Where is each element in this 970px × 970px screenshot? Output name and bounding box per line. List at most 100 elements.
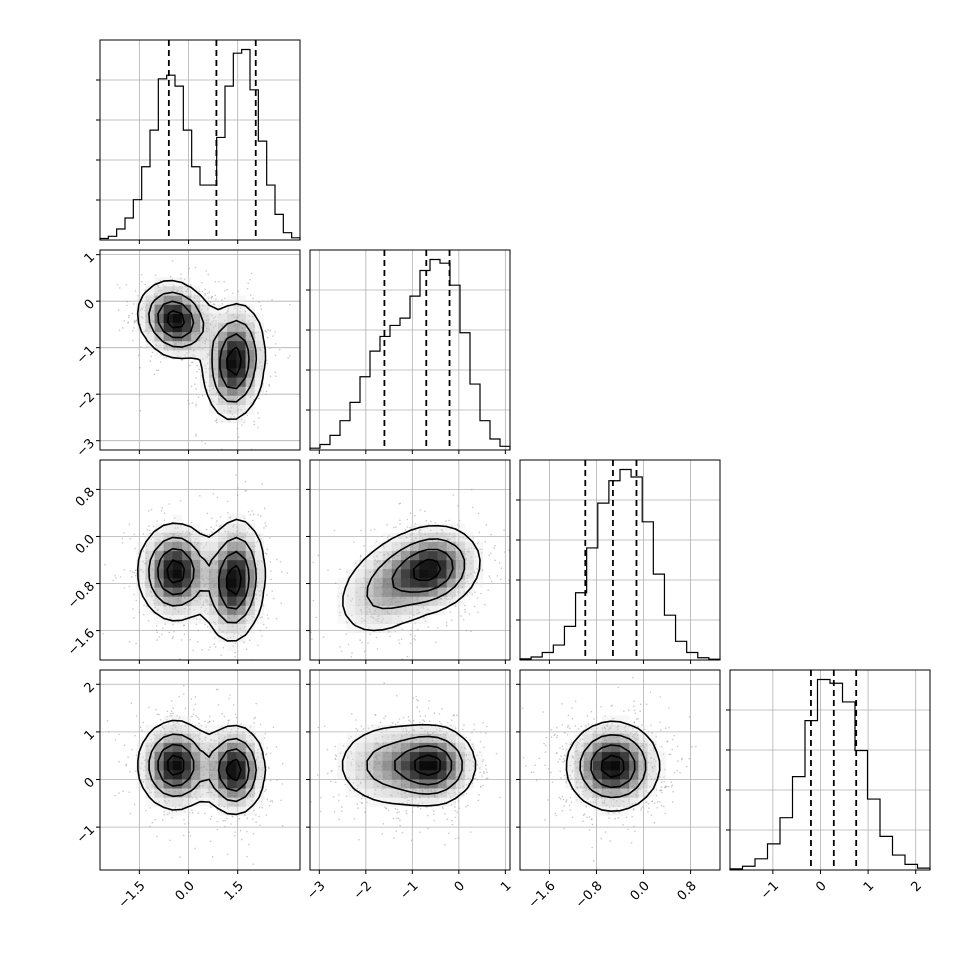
scatter-point bbox=[214, 280, 217, 283]
density-cell bbox=[163, 350, 174, 360]
scatter-point bbox=[237, 731, 240, 734]
scatter-point bbox=[195, 538, 197, 540]
scatter-point bbox=[248, 843, 250, 846]
scatter-point bbox=[224, 819, 227, 822]
scatter-point bbox=[398, 811, 400, 813]
scatter-point bbox=[395, 543, 398, 546]
density-cell bbox=[227, 340, 237, 351]
density-cell bbox=[200, 304, 210, 314]
scatter-point bbox=[422, 605, 425, 608]
scatter-point bbox=[274, 343, 277, 345]
density-cell bbox=[437, 550, 447, 561]
scatter-point bbox=[378, 614, 380, 617]
density-cell bbox=[254, 541, 264, 552]
density-cell bbox=[172, 331, 183, 342]
scatter-point bbox=[409, 642, 412, 645]
scatter-point bbox=[219, 516, 222, 518]
scatter-point bbox=[266, 553, 268, 555]
scatter-point bbox=[132, 329, 134, 332]
density-cell bbox=[355, 605, 365, 615]
scatter-point bbox=[275, 375, 277, 378]
scatter-point bbox=[159, 361, 162, 363]
density-cell bbox=[464, 569, 474, 579]
scatter-point bbox=[479, 740, 482, 743]
scatter-point bbox=[128, 314, 130, 317]
scatter-point bbox=[156, 835, 158, 838]
density-cell bbox=[172, 578, 183, 588]
density-cell bbox=[154, 587, 164, 597]
density-cell bbox=[163, 340, 174, 351]
scatter-point bbox=[419, 807, 422, 810]
scatter-point bbox=[161, 507, 163, 509]
density-cell bbox=[245, 770, 255, 780]
scatter-point bbox=[126, 300, 128, 303]
density-cell bbox=[172, 742, 183, 753]
scatter-point bbox=[326, 748, 329, 751]
density-cell bbox=[200, 322, 210, 333]
density-cell bbox=[355, 614, 365, 624]
scatter-point bbox=[446, 721, 449, 724]
density-cell bbox=[209, 578, 219, 588]
scatter-point bbox=[387, 809, 390, 812]
scatter-point bbox=[134, 734, 136, 737]
scatter-point bbox=[464, 764, 467, 767]
scatter-point bbox=[169, 275, 172, 278]
scatter-point bbox=[140, 767, 142, 769]
scatter-point bbox=[495, 752, 498, 755]
scatter-point bbox=[376, 648, 379, 650]
scatter-point bbox=[215, 392, 218, 395]
scatter-point bbox=[334, 582, 337, 584]
scatter-point bbox=[345, 620, 348, 623]
density-cell bbox=[200, 578, 210, 588]
density-cell bbox=[254, 751, 264, 762]
density-cell bbox=[227, 404, 237, 414]
scatter-point bbox=[135, 599, 138, 602]
scatter-point bbox=[180, 358, 183, 361]
density-cell bbox=[190, 560, 201, 570]
scatter-point bbox=[338, 605, 341, 607]
density-cell bbox=[227, 377, 237, 387]
density-cell bbox=[172, 523, 183, 534]
density-cell bbox=[154, 340, 164, 351]
density-cell bbox=[382, 587, 393, 597]
scatter-point bbox=[118, 329, 121, 331]
density-cell bbox=[464, 550, 474, 561]
scatter-point bbox=[257, 366, 260, 369]
scatter-point bbox=[439, 720, 441, 723]
density-cell bbox=[172, 560, 183, 570]
scatter-point bbox=[117, 309, 120, 311]
density-cell bbox=[190, 322, 201, 333]
scatter-point bbox=[339, 611, 341, 614]
density-cell bbox=[227, 614, 237, 624]
scatter-point bbox=[122, 790, 124, 793]
scatter-point bbox=[279, 560, 282, 563]
density-cell bbox=[154, 569, 164, 579]
scatter-point bbox=[150, 738, 152, 741]
scatter-point bbox=[400, 726, 403, 729]
scatter-point bbox=[211, 321, 213, 324]
density-cell bbox=[254, 340, 264, 351]
scatter-point bbox=[195, 623, 198, 626]
scatter-point bbox=[469, 573, 472, 575]
density-cell bbox=[373, 560, 384, 570]
scatter-point bbox=[264, 522, 266, 524]
density-cell bbox=[181, 742, 192, 753]
density-cell bbox=[190, 569, 201, 579]
scatter-point bbox=[118, 760, 120, 763]
density-cell bbox=[218, 523, 228, 534]
scatter-point bbox=[194, 703, 197, 705]
scatter-point bbox=[248, 306, 250, 309]
joint-plot-area bbox=[100, 460, 300, 660]
scatter-point bbox=[467, 547, 470, 550]
scatter-point bbox=[205, 371, 207, 374]
density-cell bbox=[190, 797, 201, 807]
scatter-point bbox=[140, 323, 142, 326]
scatter-point bbox=[214, 420, 217, 422]
scatter-point bbox=[450, 724, 452, 726]
density-cell bbox=[391, 541, 402, 552]
density-cell bbox=[145, 779, 155, 789]
scatter-point bbox=[503, 529, 505, 531]
scatter-point bbox=[247, 282, 249, 285]
scatter-point bbox=[256, 568, 259, 571]
scatter-point bbox=[254, 336, 257, 339]
